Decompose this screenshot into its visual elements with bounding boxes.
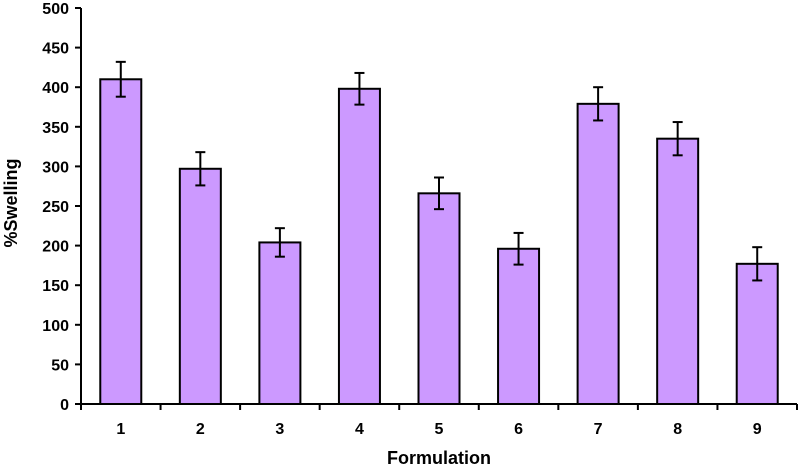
x-tick-label-4: 4 <box>355 421 364 438</box>
axes-layer <box>75 7 798 410</box>
y-tick-label-350: 350 <box>42 120 69 137</box>
error-bar-5 <box>434 176 444 211</box>
bar-9 <box>735 262 779 406</box>
x-tick-label-8: 8 <box>673 421 682 438</box>
bar-3 <box>258 241 302 405</box>
y-tick-labels: 0 50 100 150 200 250 300 350 400 450 500 <box>42 1 69 414</box>
error-bar-8 <box>672 121 683 157</box>
bar-5 <box>417 192 461 405</box>
error-bars-layer <box>115 60 763 282</box>
y-axis-title: %Swelling <box>1 158 21 247</box>
x-tick-labels: 1 2 3 4 5 6 7 8 9 <box>116 421 761 438</box>
error-bar-2 <box>195 151 206 187</box>
y-tick-label-300: 300 <box>42 159 69 176</box>
y-tick-label-200: 200 <box>42 239 69 256</box>
bar-7 <box>576 102 620 405</box>
y-tick-label-400: 400 <box>42 80 69 97</box>
error-bar-4 <box>354 71 365 106</box>
x-tick-label-7: 7 <box>594 421 603 438</box>
y-tick-label-50: 50 <box>51 357 69 374</box>
error-bar-6 <box>513 231 524 266</box>
error-bar-9 <box>752 246 763 282</box>
bar-6 <box>497 247 541 405</box>
y-tick-label-0: 0 <box>60 397 69 414</box>
y-tick-label-500: 500 <box>42 1 69 18</box>
y-tick-label-100: 100 <box>42 318 69 335</box>
x-tick-label-3: 3 <box>275 421 284 438</box>
x-tick-label-6: 6 <box>514 421 523 438</box>
x-tick-label-9: 9 <box>753 421 762 438</box>
error-bar-1 <box>115 60 126 98</box>
y-tick-label-150: 150 <box>42 278 69 295</box>
x-tick-label-2: 2 <box>196 421 205 438</box>
bar-1 <box>99 78 143 405</box>
error-bar-3 <box>274 227 285 258</box>
x-axis-title: Formulation <box>387 448 491 465</box>
bar-2 <box>178 167 222 405</box>
y-tick-label-250: 250 <box>42 199 69 216</box>
bars-layer <box>99 78 779 406</box>
bar-8 <box>656 137 700 405</box>
x-tick-label-1: 1 <box>116 421 125 438</box>
x-tick-label-5: 5 <box>435 421 444 438</box>
bar-4 <box>337 87 381 405</box>
y-tick-label-450: 450 <box>42 41 69 58</box>
error-bar-7 <box>593 86 604 122</box>
